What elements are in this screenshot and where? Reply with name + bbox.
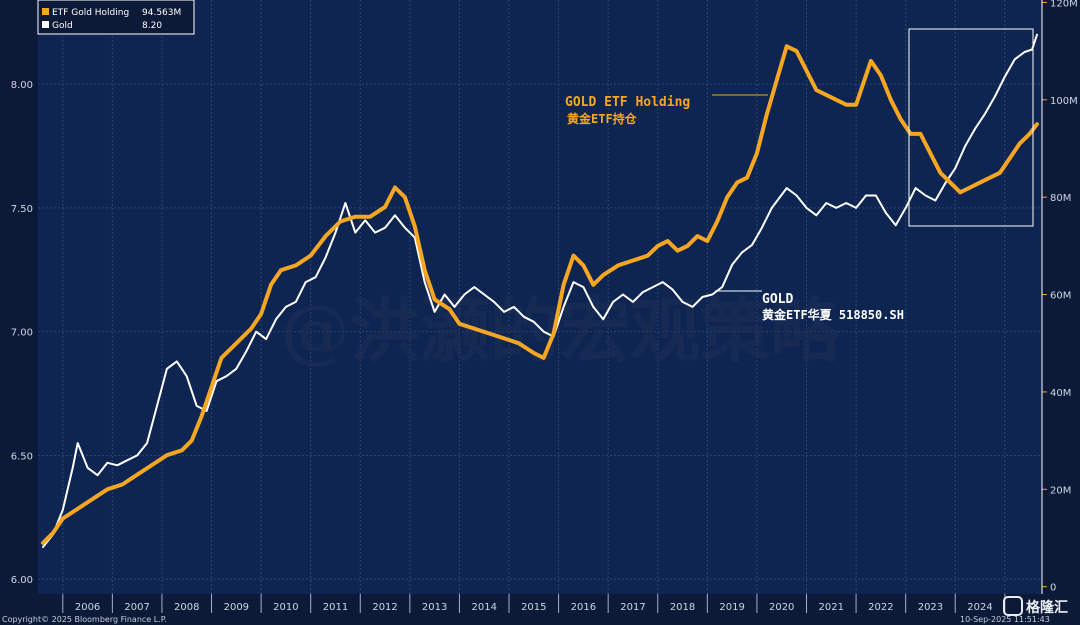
y-right-tick-label: 100M: [1050, 96, 1078, 107]
y-left-tick-label: 7.50: [11, 204, 33, 215]
x-tick-label: 2007: [124, 602, 149, 613]
x-tick-label: 2019: [719, 602, 744, 613]
y-right-tick-label: 0: [1050, 583, 1056, 594]
legend-box: [37, 0, 195, 35]
right-axis-ticks: 0 20M 40M 60M 80M 100M 120M: [1042, 0, 1078, 594]
legend-swatch-etf: [42, 8, 49, 15]
x-tick-label: 2012: [372, 602, 397, 613]
y-right-tick-label: 20M: [1050, 485, 1071, 496]
x-tick-label: 2013: [422, 602, 447, 613]
gridlines: [38, 0, 1042, 594]
x-axis-ticks: 2006 2007 2008 2009 2010 2011 2012 2013 2014 2015…: [62, 594, 1006, 613]
x-tick-label: 2009: [224, 602, 249, 613]
x-tick-label: 2017: [620, 602, 645, 613]
series-layer: [41, 33, 1039, 548]
legend-value-etf: 94.563M: [142, 8, 181, 18]
timestamp-text: 10-Sep-2025 11:51:43: [960, 615, 1050, 624]
y-right-tick-label: 60M: [1050, 291, 1071, 302]
etf-annotation-label: GOLD ETF Holding: [565, 95, 690, 110]
brand-logo: 格隆汇: [1003, 596, 1068, 616]
brand-name: 格隆汇: [1026, 599, 1068, 616]
x-tick-label: 2014: [471, 602, 496, 613]
x-tick-label: 2023: [918, 602, 943, 613]
copyright-text: Copyright© 2025 Bloomberg Finance L.P.: [2, 615, 167, 624]
legend: ETF Gold Holding 94.563M Gold 8.20: [37, 0, 195, 35]
x-tick-label: 2008: [174, 602, 199, 613]
brand-icon: [1003, 596, 1023, 616]
plot-area: [38, 0, 1042, 594]
x-tick-label: 2011: [323, 602, 348, 613]
y-left-tick-label: 6.50: [11, 451, 33, 462]
legend-label-etf: ETF Gold Holding: [52, 8, 129, 18]
gold-annotation-sublabel: 黄金ETF华夏 518850.SH: [762, 307, 904, 322]
legend-value-gold: 8.20: [142, 21, 162, 31]
x-tick-label: 2021: [819, 602, 844, 613]
x-tick-label: 2010: [273, 602, 298, 613]
legend-swatch-gold: [42, 21, 49, 28]
etf-annotation-sublabel: 黄金ETF持仓: [567, 111, 638, 126]
legend-label-gold: Gold: [52, 21, 73, 31]
gold-annotation-label: GOLD: [762, 292, 793, 307]
y-left-tick-label: 6.00: [11, 575, 33, 586]
x-tick-label: 2016: [571, 602, 596, 613]
x-tick-label: 2006: [75, 602, 100, 613]
y-left-tick-label: 8.00: [11, 80, 33, 91]
x-tick-label: 2020: [769, 602, 794, 613]
y-right-tick-label: 80M: [1050, 193, 1071, 204]
x-tick-label: 2018: [670, 602, 695, 613]
x-tick-label: 2024: [967, 602, 992, 613]
y-right-tick-label: 120M: [1050, 0, 1078, 9]
series-line-etf-gold-holding: [41, 44, 1039, 545]
highlight-box: [908, 28, 1034, 227]
left-axis-ticks: 6.00 6.50 7.00 7.50 8.00: [11, 80, 33, 586]
y-right-tick-label: 40M: [1050, 388, 1071, 399]
x-tick-label: 2015: [521, 602, 546, 613]
y-left-tick-label: 7.00: [11, 328, 33, 339]
x-tick-label: 2022: [868, 602, 893, 613]
